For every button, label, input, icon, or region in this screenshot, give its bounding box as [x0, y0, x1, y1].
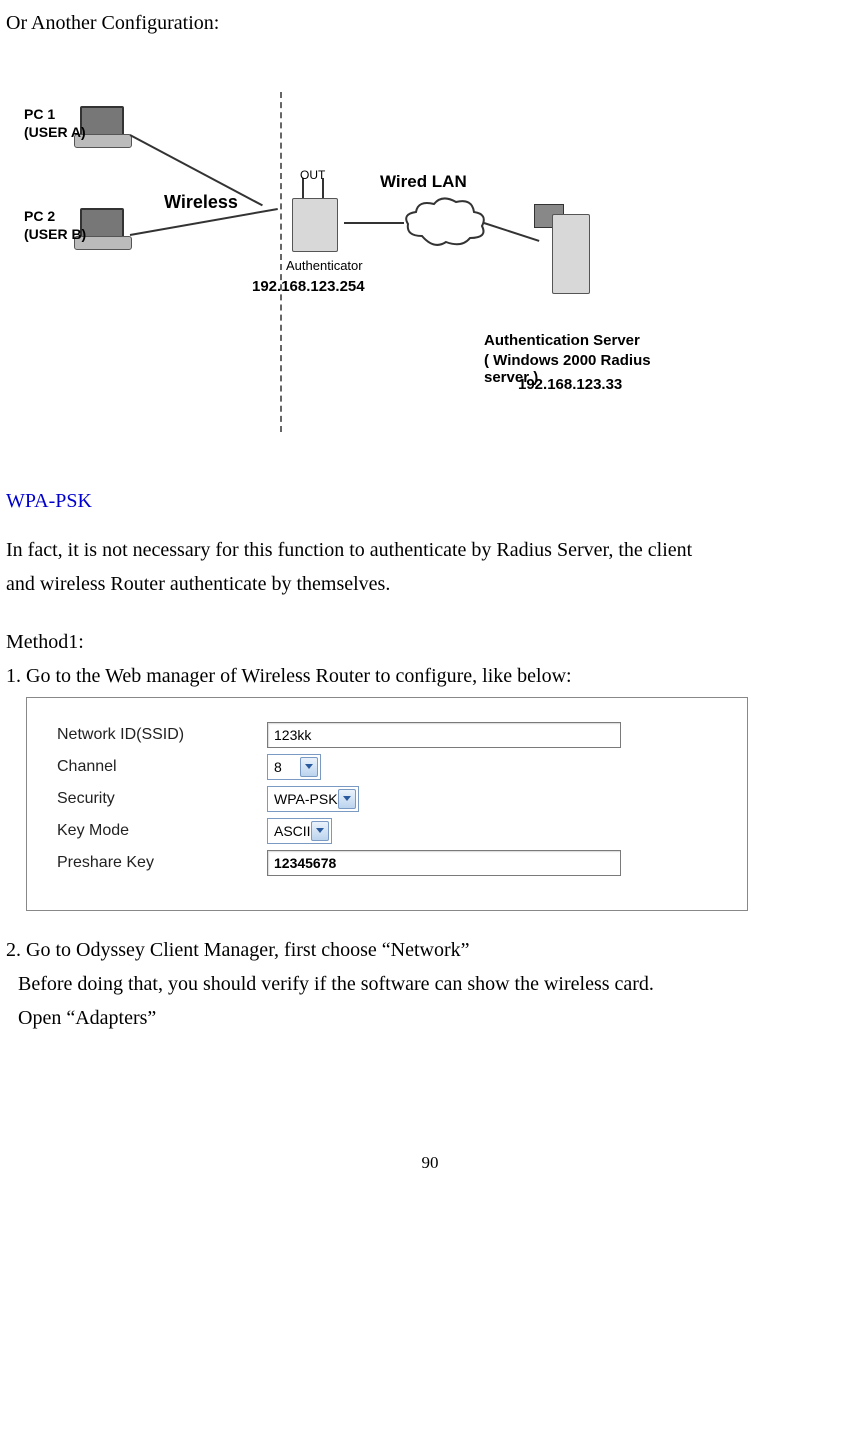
- step1-text: 1. Go to the Web manager of Wireless Rou…: [6, 661, 854, 691]
- auth-server-l1: Authentication Server: [484, 332, 640, 349]
- step2-line3: Open “Adapters”: [6, 1003, 854, 1033]
- chevron-down-icon: [338, 789, 356, 809]
- router-settings-panel: Network ID(SSID) Channel 8 Security WPA-PSK K…: [26, 697, 748, 911]
- out-label: OUT: [300, 168, 325, 182]
- pc1-user: (USER A): [24, 124, 86, 140]
- settings-label: Security: [57, 790, 267, 808]
- wired-lan-label: Wired LAN: [380, 172, 467, 192]
- settings-select[interactable]: ASCII: [267, 818, 332, 844]
- authenticator-label: Authenticator: [286, 258, 363, 273]
- settings-select[interactable]: 8: [267, 754, 321, 780]
- settings-select-value: 8: [274, 759, 282, 775]
- server-icon: [534, 204, 590, 294]
- wireless-label: Wireless: [164, 192, 238, 213]
- settings-label: Key Mode: [57, 822, 267, 840]
- page-number: 90: [6, 1153, 854, 1173]
- settings-label: Preshare Key: [57, 854, 267, 872]
- settings-row: Key Mode ASCII: [57, 818, 717, 844]
- step2-line2: Before doing that, you should verify if …: [6, 969, 854, 999]
- router-icon: [286, 180, 344, 254]
- step2-line1: 2. Go to Odyssey Client Manager, first c…: [6, 935, 854, 965]
- pc2-label: PC 2: [24, 208, 55, 224]
- intro-line: Or Another Configuration:: [6, 8, 854, 38]
- settings-select-value: WPA-PSK: [274, 791, 338, 807]
- pc2-user: (USER B): [24, 226, 86, 242]
- server-ip: 192.168.123.33: [518, 376, 622, 393]
- settings-label: Network ID(SSID): [57, 726, 267, 744]
- pc1-label: PC 1: [24, 106, 55, 122]
- dashed-separator: [280, 92, 282, 432]
- settings-row: Channel 8: [57, 754, 717, 780]
- settings-select-value: ASCII: [274, 823, 311, 839]
- wpa-desc-line1: In fact, it is not necessary for this fu…: [6, 535, 854, 565]
- settings-row: Network ID(SSID): [57, 722, 717, 748]
- authenticator-ip: 192.168.123.254: [252, 278, 365, 295]
- wpa-psk-heading: WPA-PSK: [6, 490, 854, 513]
- settings-text-input[interactable]: [267, 722, 621, 748]
- method-label: Method1:: [6, 627, 854, 657]
- network-diagram: PC 1 (USER A) PC 2 (USER B) Wireless OUT…: [24, 62, 684, 472]
- settings-row: Preshare Key: [57, 850, 717, 876]
- settings-text-input[interactable]: [267, 850, 621, 876]
- settings-label: Channel: [57, 758, 267, 776]
- settings-select[interactable]: WPA-PSK: [267, 786, 359, 812]
- wpa-desc-line2: and wireless Router authenticate by them…: [6, 569, 854, 599]
- chevron-down-icon: [311, 821, 329, 841]
- chevron-down-icon: [300, 757, 318, 777]
- settings-row: Security WPA-PSK: [57, 786, 717, 812]
- cloud-icon: [402, 196, 488, 250]
